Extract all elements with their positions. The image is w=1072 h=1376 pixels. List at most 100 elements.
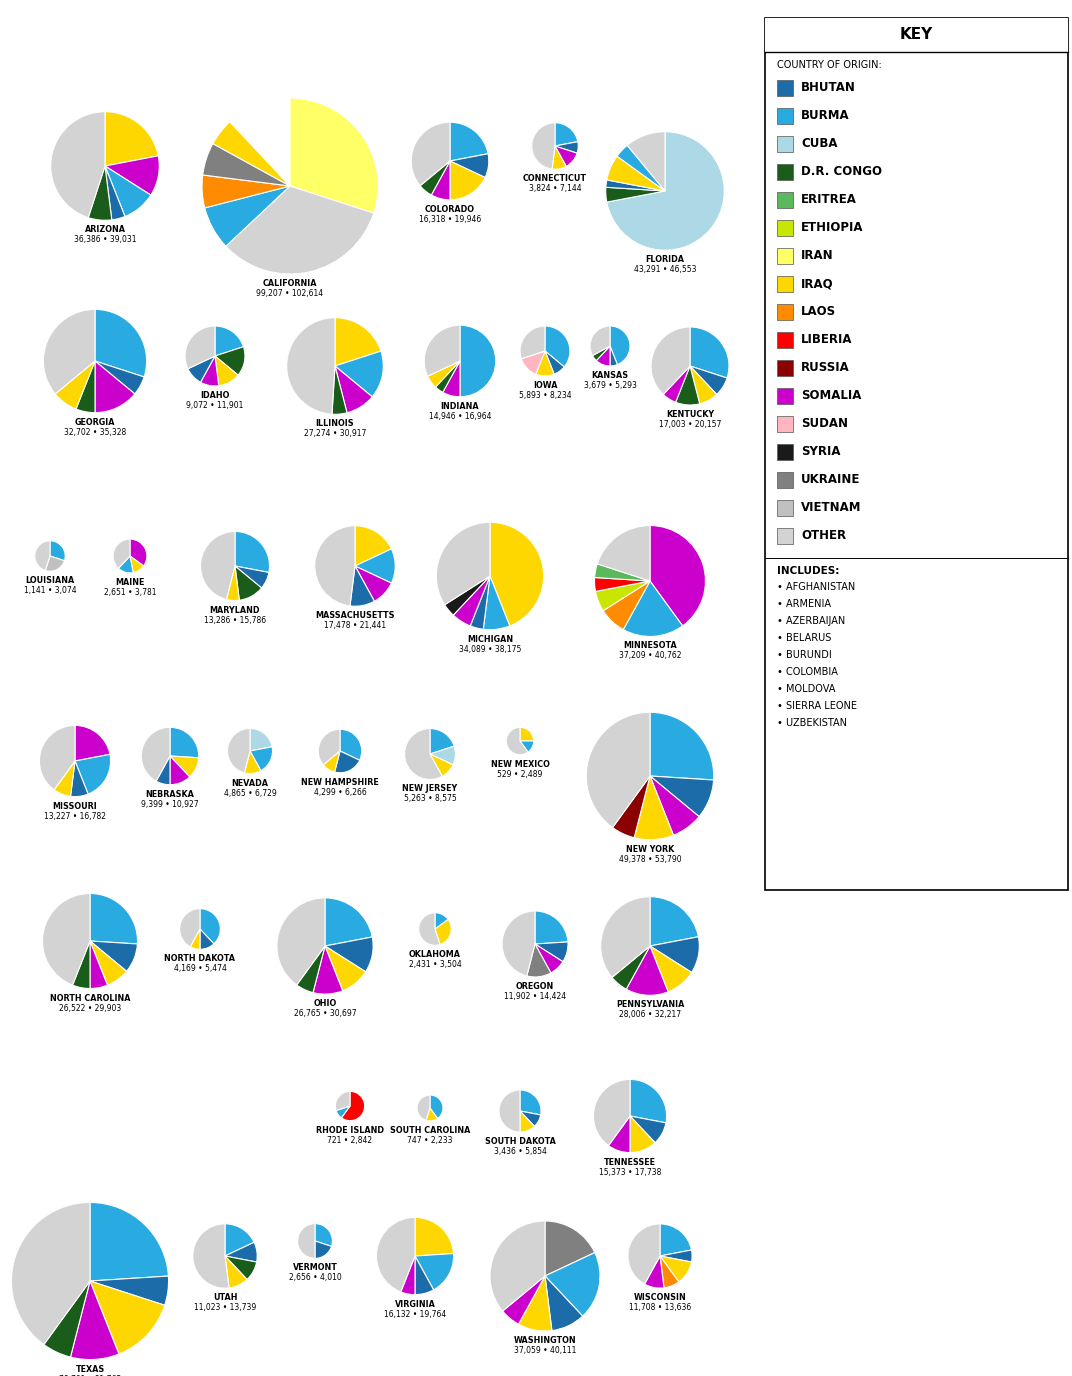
Text: BURMA: BURMA	[801, 109, 850, 122]
Wedge shape	[401, 1256, 415, 1295]
Wedge shape	[170, 755, 190, 784]
Text: ERITREA: ERITREA	[801, 193, 857, 206]
Text: 16,318 • 19,946: 16,318 • 19,946	[419, 215, 481, 224]
Text: 34,089 • 38,175: 34,089 • 38,175	[459, 645, 521, 654]
Wedge shape	[660, 1256, 679, 1288]
Text: TEXAS: TEXAS	[75, 1365, 105, 1373]
Text: 4,865 • 6,729: 4,865 • 6,729	[224, 788, 277, 798]
Wedge shape	[555, 122, 578, 146]
Bar	[777, 191, 793, 208]
Wedge shape	[88, 166, 111, 220]
Text: 15,373 • 17,738: 15,373 • 17,738	[599, 1168, 661, 1176]
Text: 28,006 • 32,217: 28,006 • 32,217	[619, 1010, 681, 1020]
Text: NEW YORK: NEW YORK	[626, 845, 674, 853]
Text: ILLINOIS: ILLINOIS	[315, 420, 355, 428]
Wedge shape	[90, 1203, 168, 1281]
Wedge shape	[130, 539, 147, 566]
Wedge shape	[626, 947, 668, 995]
Wedge shape	[250, 728, 272, 751]
Text: D.R. CONGO: D.R. CONGO	[801, 165, 882, 179]
Wedge shape	[226, 186, 374, 274]
Wedge shape	[610, 326, 630, 365]
Wedge shape	[205, 186, 291, 246]
Bar	[777, 304, 793, 319]
Bar	[777, 136, 793, 151]
Wedge shape	[90, 941, 126, 985]
Wedge shape	[609, 1116, 630, 1153]
Wedge shape	[435, 912, 448, 929]
Wedge shape	[50, 111, 105, 217]
Wedge shape	[606, 180, 665, 191]
Bar	[777, 332, 793, 348]
Wedge shape	[545, 1221, 595, 1276]
Text: • ARMENIA: • ARMENIA	[777, 599, 831, 608]
Text: • BELARUS: • BELARUS	[777, 633, 832, 643]
Wedge shape	[40, 725, 75, 790]
Text: ETHIOPIA: ETHIOPIA	[801, 222, 864, 234]
Wedge shape	[635, 776, 673, 839]
Wedge shape	[604, 581, 650, 630]
Wedge shape	[415, 1254, 453, 1289]
Text: 1,141 • 3,074: 1,141 • 3,074	[24, 586, 76, 596]
Wedge shape	[443, 361, 460, 396]
Wedge shape	[623, 581, 683, 637]
Bar	[765, 18, 1068, 52]
Wedge shape	[650, 526, 705, 626]
Wedge shape	[419, 912, 440, 945]
Wedge shape	[630, 1116, 655, 1153]
Text: 11,023 • 13,739: 11,023 • 13,739	[194, 1303, 256, 1313]
Text: LAOS: LAOS	[801, 305, 836, 318]
Wedge shape	[607, 155, 665, 191]
Wedge shape	[225, 1243, 257, 1262]
Text: 27,274 • 30,917: 27,274 • 30,917	[303, 429, 367, 439]
Wedge shape	[430, 728, 455, 754]
Wedge shape	[71, 761, 88, 797]
Wedge shape	[627, 132, 665, 191]
Text: RUSSIA: RUSSIA	[801, 362, 850, 374]
Text: UTAH: UTAH	[212, 1293, 237, 1302]
Wedge shape	[436, 523, 490, 605]
Wedge shape	[520, 326, 545, 359]
Wedge shape	[521, 351, 545, 374]
Text: 26,522 • 29,903: 26,522 • 29,903	[59, 1003, 121, 1013]
Wedge shape	[520, 1090, 541, 1115]
Wedge shape	[595, 564, 650, 581]
Wedge shape	[225, 1223, 254, 1256]
Wedge shape	[520, 742, 534, 753]
Text: NEW MEXICO: NEW MEXICO	[491, 760, 550, 769]
Wedge shape	[431, 161, 450, 200]
Text: • UZBEKISTAN: • UZBEKISTAN	[777, 718, 847, 728]
Wedge shape	[594, 1079, 630, 1146]
Text: CONNECTICUT: CONNECTICUT	[523, 175, 587, 183]
Bar	[777, 220, 793, 235]
Text: 36,386 • 39,031: 36,386 • 39,031	[74, 235, 136, 245]
Text: 17,003 • 20,157: 17,003 • 20,157	[659, 420, 721, 429]
Bar	[777, 388, 793, 403]
Text: NORTH CAROLINA: NORTH CAROLINA	[49, 993, 131, 1003]
Wedge shape	[336, 1091, 349, 1110]
Text: SUDAN: SUDAN	[801, 417, 848, 431]
Wedge shape	[54, 761, 75, 797]
Wedge shape	[286, 318, 334, 414]
Wedge shape	[235, 566, 262, 600]
Text: 2,651 • 3,781: 2,651 • 3,781	[104, 588, 157, 597]
Text: 13,227 • 16,782: 13,227 • 16,782	[44, 812, 106, 820]
Wedge shape	[325, 947, 366, 991]
Wedge shape	[593, 345, 610, 361]
Wedge shape	[313, 947, 343, 993]
Wedge shape	[215, 326, 243, 356]
Text: NEW JERSEY: NEW JERSEY	[402, 784, 458, 794]
Text: NORTH DAKOTA: NORTH DAKOTA	[164, 955, 236, 963]
Text: CUBA: CUBA	[801, 138, 837, 150]
Text: PENNSYLVANIA: PENNSYLVANIA	[615, 1000, 684, 1010]
Wedge shape	[426, 1108, 437, 1121]
Wedge shape	[34, 541, 50, 571]
Text: COUNTRY OF ORIGIN:: COUNTRY OF ORIGIN:	[777, 59, 882, 70]
Wedge shape	[355, 566, 391, 601]
Text: KEY: KEY	[899, 28, 934, 43]
Wedge shape	[325, 899, 372, 947]
Wedge shape	[105, 166, 151, 216]
Wedge shape	[650, 776, 699, 835]
Wedge shape	[180, 908, 200, 947]
Wedge shape	[71, 1281, 119, 1359]
